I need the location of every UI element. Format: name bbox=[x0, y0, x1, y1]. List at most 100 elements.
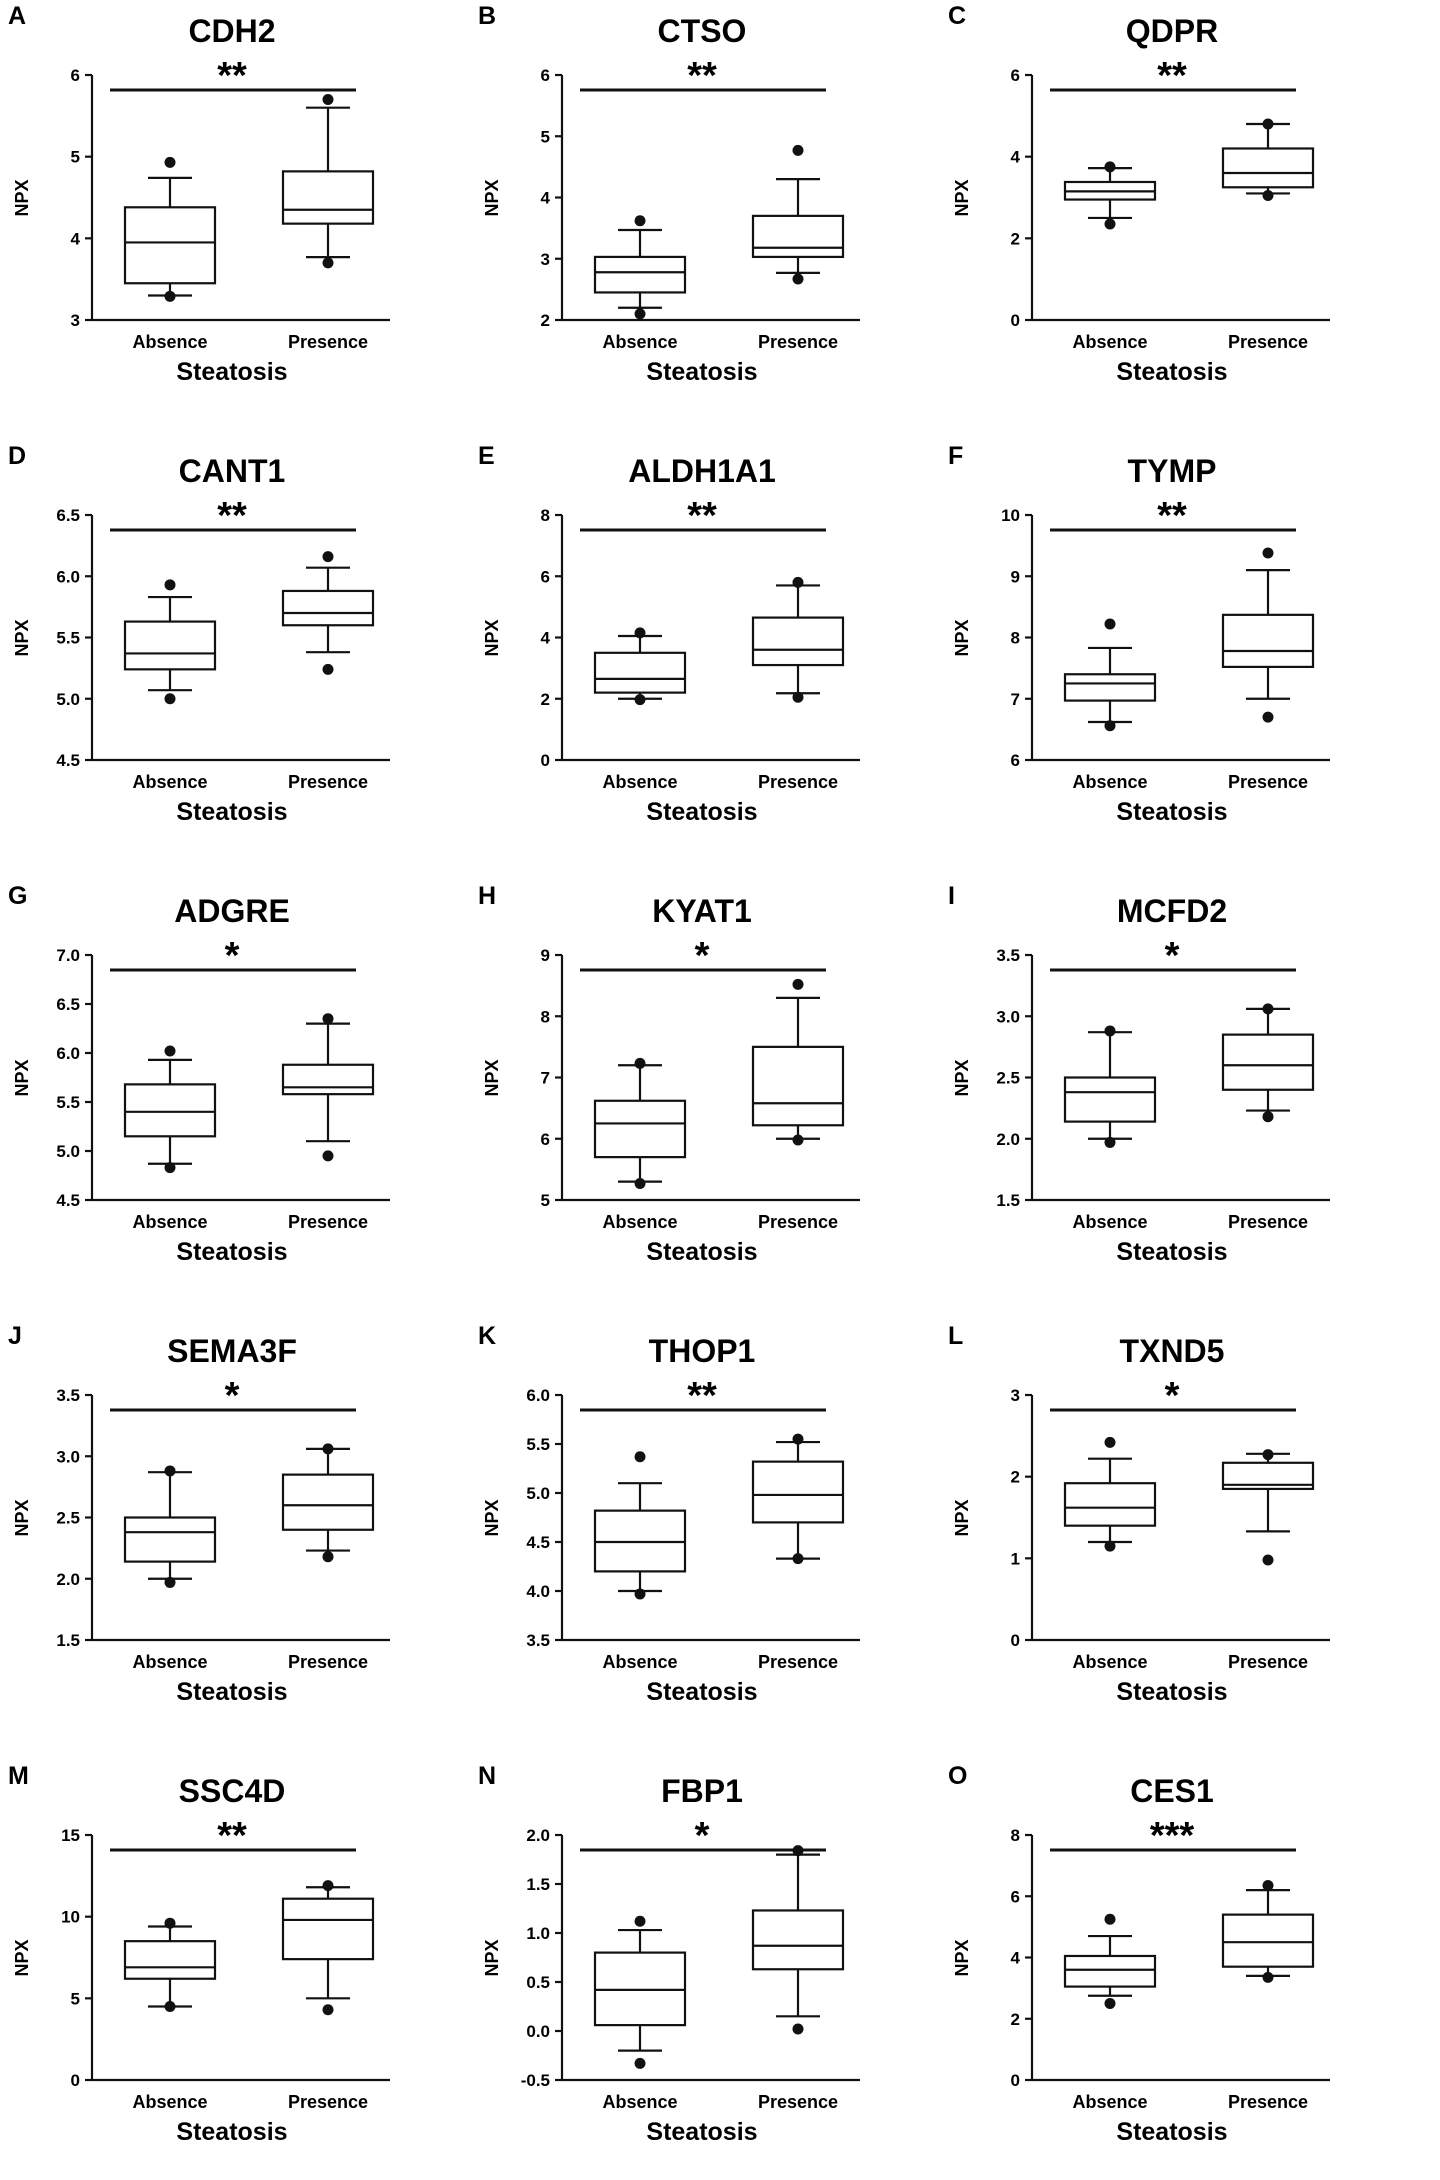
chart-title: KYAT1 bbox=[652, 893, 752, 929]
x-axis-label: Steatosis bbox=[176, 358, 287, 386]
category-label: Absence bbox=[132, 332, 207, 352]
category-label: Absence bbox=[602, 772, 677, 792]
y-tick-label: 5 bbox=[541, 1191, 550, 1210]
panel-letter: F bbox=[948, 442, 963, 470]
outlier-point bbox=[322, 1013, 334, 1025]
y-axis-label: NPX bbox=[482, 619, 502, 656]
outlier-point bbox=[1104, 1540, 1116, 1552]
box-iqr bbox=[751, 1045, 845, 1127]
category-label: Absence bbox=[132, 1212, 207, 1232]
category-label: Absence bbox=[602, 1652, 677, 1672]
y-tick-label: 3.5 bbox=[996, 946, 1020, 965]
y-tick-label: 4.0 bbox=[526, 1582, 550, 1601]
chart-title: MCFD2 bbox=[1117, 893, 1227, 929]
category-label: Absence bbox=[132, 2092, 207, 2112]
outlier-point bbox=[792, 1433, 804, 1445]
y-tick-label: 8 bbox=[1011, 1826, 1020, 1845]
outlier-point bbox=[322, 551, 334, 563]
y-axis-label: NPX bbox=[952, 1059, 972, 1096]
significance-stars: * bbox=[225, 1375, 240, 1417]
box-iqr bbox=[281, 589, 375, 627]
category-label: Presence bbox=[758, 2092, 838, 2112]
chart-title: TYMP bbox=[1128, 453, 1217, 489]
y-tick-label: 6 bbox=[1011, 66, 1020, 85]
y-tick-label: 0.5 bbox=[526, 1973, 550, 1992]
category-label: Presence bbox=[1228, 332, 1308, 352]
y-axis-label: NPX bbox=[952, 1499, 972, 1536]
category-label: Absence bbox=[602, 2092, 677, 2112]
y-tick-label: 6.5 bbox=[56, 995, 80, 1014]
box-iqr bbox=[1221, 1913, 1315, 1968]
chart-title: CES1 bbox=[1130, 1773, 1214, 1809]
outlier-point bbox=[164, 1576, 176, 1588]
y-tick-label: 3.5 bbox=[526, 1631, 550, 1650]
y-tick-label: 8 bbox=[541, 1007, 550, 1026]
outlier-point bbox=[1104, 1025, 1116, 1037]
panel-letter: K bbox=[478, 1322, 496, 1350]
chart-title: SSC4D bbox=[179, 1773, 286, 1809]
outlier-point bbox=[1262, 547, 1274, 559]
x-axis-label: Steatosis bbox=[1116, 1678, 1227, 1706]
outlier-point bbox=[164, 1917, 176, 1929]
panel-letter: O bbox=[948, 1762, 967, 1790]
box-iqr bbox=[123, 206, 217, 285]
y-tick-label: 1.5 bbox=[526, 1875, 550, 1894]
category-label: Presence bbox=[288, 772, 368, 792]
category-label: Presence bbox=[1228, 1212, 1308, 1232]
y-tick-label: 6 bbox=[1011, 751, 1020, 770]
y-tick-label: 4.5 bbox=[56, 1191, 80, 1210]
box-iqr bbox=[593, 255, 687, 294]
box-iqr bbox=[1221, 613, 1315, 668]
outlier-point bbox=[1104, 720, 1116, 732]
outlier-point bbox=[792, 978, 804, 990]
x-axis-label: Steatosis bbox=[646, 2118, 757, 2146]
outlier-point bbox=[792, 576, 804, 588]
y-tick-label: 2.5 bbox=[996, 1069, 1020, 1088]
outlier-point bbox=[164, 1465, 176, 1477]
y-tick-label: 1.5 bbox=[996, 1191, 1020, 1210]
x-axis-label: Steatosis bbox=[646, 1678, 757, 1706]
y-tick-label: 0 bbox=[1011, 311, 1020, 330]
y-tick-label: 3.0 bbox=[56, 1447, 80, 1466]
panel-n: N FBP1 * -0.5 0.0 0.5 1.0 1.5 2.0 NPX Absence Prese… bbox=[478, 1762, 860, 2146]
outlier-point bbox=[1262, 1111, 1274, 1123]
outlier-point bbox=[634, 1588, 646, 1600]
y-tick-label: 5.5 bbox=[56, 1093, 80, 1112]
outlier-point bbox=[322, 1551, 334, 1563]
y-tick-label: 5 bbox=[71, 148, 80, 167]
y-axis-label: NPX bbox=[12, 1939, 32, 1976]
outlier-point bbox=[322, 2004, 334, 2016]
significance-stars: * bbox=[695, 1815, 710, 1857]
outlier-point bbox=[1262, 1554, 1274, 1566]
y-axis-label: NPX bbox=[952, 1939, 972, 1976]
box-iqr bbox=[281, 170, 375, 225]
x-axis-label: Steatosis bbox=[176, 798, 287, 826]
x-axis-label: Steatosis bbox=[1116, 358, 1227, 386]
y-tick-label: 6 bbox=[71, 66, 80, 85]
box-iqr bbox=[123, 1083, 217, 1138]
category-label: Absence bbox=[132, 772, 207, 792]
significance-stars: * bbox=[225, 935, 240, 977]
outlier-point bbox=[1104, 1913, 1116, 1925]
y-axis-label: NPX bbox=[12, 1059, 32, 1096]
category-label: Presence bbox=[758, 332, 838, 352]
box-iqr bbox=[751, 214, 845, 259]
y-tick-label: 2 bbox=[541, 690, 550, 709]
panel-letter: L bbox=[948, 1322, 963, 1350]
box-iqr bbox=[751, 1460, 845, 1524]
y-tick-label: 0 bbox=[1011, 1631, 1020, 1650]
panel-g: G ADGRE * 4.5 5.0 5.5 6.0 6.5 7.0 NPX Absence Prese… bbox=[8, 882, 390, 1266]
outlier-point bbox=[322, 1443, 334, 1455]
y-tick-label: 3 bbox=[541, 250, 550, 269]
outlier-point bbox=[792, 273, 804, 285]
outlier-point bbox=[1262, 1449, 1274, 1461]
outlier-point bbox=[634, 1177, 646, 1189]
chart-title: FBP1 bbox=[661, 1773, 743, 1809]
category-label: Presence bbox=[288, 332, 368, 352]
chart-title: ALDH1A1 bbox=[628, 453, 776, 489]
